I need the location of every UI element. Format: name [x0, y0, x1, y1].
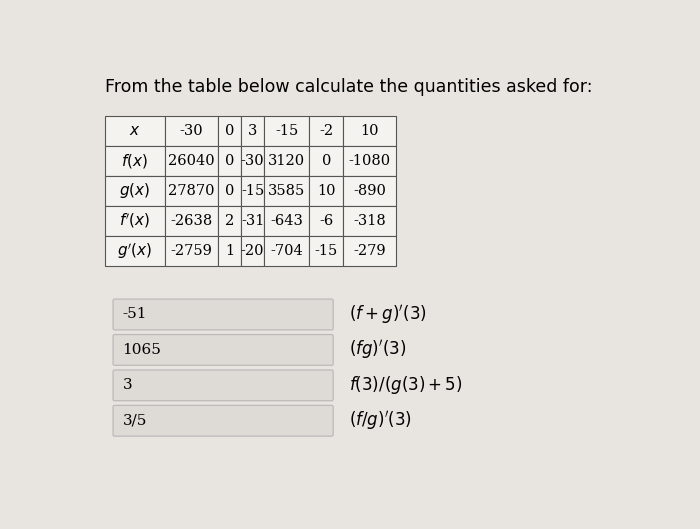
- Text: -6: -6: [319, 214, 333, 228]
- Polygon shape: [241, 116, 264, 146]
- Text: -30: -30: [241, 154, 265, 168]
- Text: -279: -279: [354, 244, 386, 258]
- Text: $f(3)/(g(3) + 5)$: $f(3)/(g(3) + 5)$: [349, 375, 462, 396]
- Text: -31: -31: [241, 214, 265, 228]
- Polygon shape: [241, 146, 264, 176]
- Polygon shape: [218, 236, 241, 266]
- Text: 3120: 3120: [268, 154, 305, 168]
- Polygon shape: [165, 236, 218, 266]
- Polygon shape: [165, 146, 218, 176]
- Text: $g(x)$: $g(x)$: [119, 181, 150, 200]
- Polygon shape: [218, 116, 241, 146]
- Text: 0: 0: [225, 154, 234, 168]
- Polygon shape: [264, 206, 309, 236]
- Text: 10: 10: [360, 124, 379, 138]
- Polygon shape: [343, 236, 396, 266]
- Text: -890: -890: [354, 184, 386, 198]
- Text: $(f + g)'(3)$: $(f + g)'(3)$: [349, 303, 426, 326]
- Polygon shape: [241, 236, 264, 266]
- Text: -643: -643: [270, 214, 303, 228]
- Text: 3: 3: [122, 378, 132, 393]
- Polygon shape: [165, 176, 218, 206]
- Polygon shape: [264, 116, 309, 146]
- Text: -30: -30: [179, 124, 203, 138]
- Text: From the table below calculate the quantities asked for:: From the table below calculate the quant…: [104, 78, 592, 96]
- Polygon shape: [218, 176, 241, 206]
- Text: -15: -15: [275, 124, 298, 138]
- Text: -2638: -2638: [170, 214, 213, 228]
- Text: $f(x)$: $f(x)$: [121, 152, 148, 170]
- Text: 0: 0: [225, 184, 234, 198]
- Text: 27870: 27870: [168, 184, 215, 198]
- Text: 3585: 3585: [268, 184, 305, 198]
- Text: -51: -51: [122, 307, 147, 322]
- Text: 3: 3: [248, 124, 258, 138]
- Text: 3/5: 3/5: [122, 414, 147, 428]
- Polygon shape: [309, 206, 343, 236]
- Polygon shape: [241, 206, 264, 236]
- Polygon shape: [343, 206, 396, 236]
- Text: -2759: -2759: [170, 244, 212, 258]
- Polygon shape: [264, 236, 309, 266]
- Text: 0: 0: [225, 124, 234, 138]
- Text: -15: -15: [314, 244, 338, 258]
- Text: $(f/g)'(3)$: $(f/g)'(3)$: [349, 409, 412, 432]
- Text: $(fg)'(3)$: $(fg)'(3)$: [349, 339, 406, 361]
- Polygon shape: [309, 236, 343, 266]
- Polygon shape: [343, 146, 396, 176]
- Polygon shape: [264, 176, 309, 206]
- Polygon shape: [104, 146, 165, 176]
- FancyBboxPatch shape: [113, 370, 333, 401]
- Polygon shape: [309, 176, 343, 206]
- Text: $x$: $x$: [129, 124, 141, 138]
- FancyBboxPatch shape: [113, 334, 333, 366]
- Text: 0: 0: [321, 154, 331, 168]
- Polygon shape: [104, 236, 165, 266]
- Text: -1080: -1080: [349, 154, 391, 168]
- FancyBboxPatch shape: [113, 299, 333, 330]
- Polygon shape: [165, 206, 218, 236]
- Polygon shape: [104, 176, 165, 206]
- FancyBboxPatch shape: [113, 405, 333, 436]
- Polygon shape: [218, 146, 241, 176]
- Polygon shape: [241, 176, 264, 206]
- Polygon shape: [264, 146, 309, 176]
- Text: -318: -318: [354, 214, 386, 228]
- Polygon shape: [309, 116, 343, 146]
- Text: $g'(x)$: $g'(x)$: [117, 241, 153, 261]
- Polygon shape: [218, 206, 241, 236]
- Text: -20: -20: [241, 244, 265, 258]
- Text: -704: -704: [270, 244, 303, 258]
- Polygon shape: [104, 116, 165, 146]
- Polygon shape: [343, 176, 396, 206]
- Text: 2: 2: [225, 214, 234, 228]
- Text: -15: -15: [241, 184, 264, 198]
- Text: 1: 1: [225, 244, 234, 258]
- Polygon shape: [309, 146, 343, 176]
- Polygon shape: [165, 116, 218, 146]
- Text: 1065: 1065: [122, 343, 161, 357]
- Text: -2: -2: [319, 124, 333, 138]
- Text: $f'(x)$: $f'(x)$: [119, 212, 150, 230]
- Text: 26040: 26040: [168, 154, 215, 168]
- Polygon shape: [104, 206, 165, 236]
- Text: 10: 10: [317, 184, 335, 198]
- Polygon shape: [343, 116, 396, 146]
